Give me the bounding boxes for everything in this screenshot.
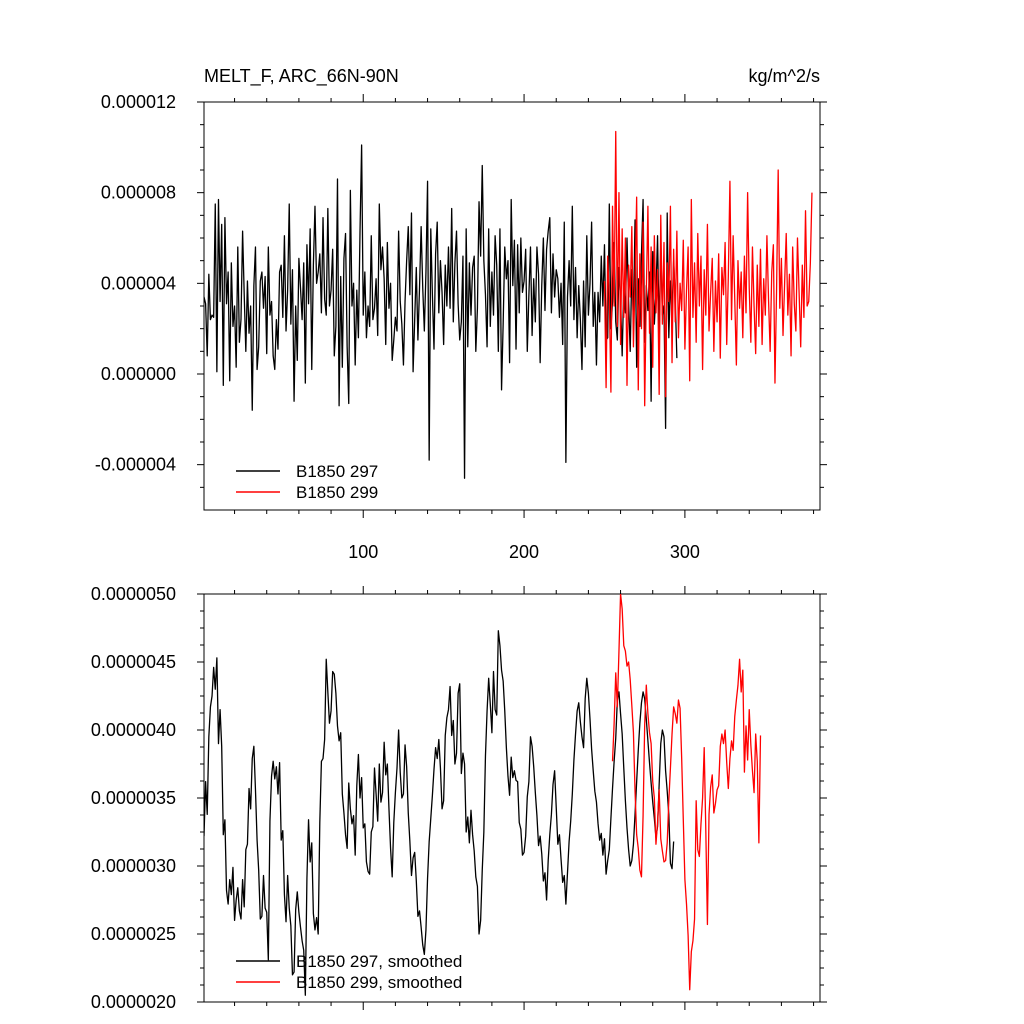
y-tick-label: -0.000004	[95, 455, 176, 475]
x-tick-label: 100	[348, 542, 378, 562]
legend-label-series-1: B1850 297, smoothed	[296, 952, 462, 971]
y-tick-label: 0.0000040	[91, 720, 176, 740]
y-tick-label: 0.0000050	[91, 584, 176, 604]
series-line-1	[204, 630, 675, 996]
chart-title: MELT_F, ARC_66N-90N	[204, 66, 399, 87]
legend-label-series-1: B1850 297	[296, 462, 378, 481]
y-tick-label: 0.0000020	[91, 992, 176, 1012]
bottom-series-layer	[204, 594, 762, 996]
y-tick-label: 0.0000025	[91, 924, 176, 944]
series-line-2	[611, 594, 762, 991]
y-tick-label: 0.0000045	[91, 652, 176, 672]
series-line-2	[603, 130, 813, 407]
top-panel: MELT_F, ARC_66N-90N kg/m^2/s -0.000004 0.…	[95, 66, 827, 562]
units-label: kg/m^2/s	[749, 66, 820, 86]
bottom-ticks: 0.0000020 0.0000025 0.0000030 0.0000035 0.00…	[91, 584, 827, 1012]
y-tick-label: 0.000004	[101, 273, 176, 293]
series-line-1	[204, 144, 678, 479]
legend-label-series-2: B1850 299	[296, 483, 378, 502]
x-tick-label: 300	[670, 542, 700, 562]
bottom-panel: 0.0000020 0.0000025 0.0000030 0.0000035 0.00…	[91, 584, 827, 1012]
y-tick-label: 0.000012	[101, 92, 176, 112]
y-tick-label: 0.000008	[101, 183, 176, 203]
bottom-legend: B1850 297, smoothed B1850 299, smoothed	[236, 952, 462, 992]
y-tick-label: 0.0000035	[91, 788, 176, 808]
bottom-panel-frame	[203, 593, 821, 1003]
top-ticks: -0.000004 0.000000 0.000004 0.000008 0.00001…	[95, 92, 827, 562]
y-tick-label: 0.0000030	[91, 856, 176, 876]
top-series-layer	[204, 130, 813, 479]
top-legend: B1850 297 B1850 299	[236, 462, 378, 502]
legend-label-series-2: B1850 299, smoothed	[296, 973, 462, 992]
y-tick-label: 0.000000	[101, 364, 176, 384]
x-tick-label: 200	[509, 542, 539, 562]
